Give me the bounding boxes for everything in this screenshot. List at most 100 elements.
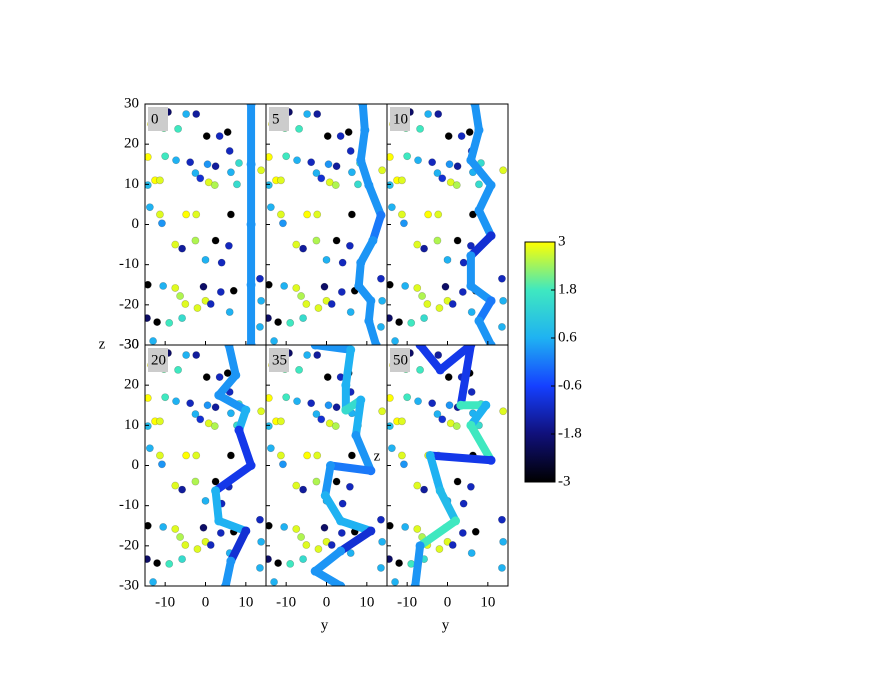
flux-line-segment	[351, 396, 365, 440]
particle	[344, 128, 353, 137]
particle	[206, 300, 215, 308]
particle	[459, 499, 468, 508]
particle	[159, 523, 168, 531]
particle	[313, 210, 322, 219]
particle	[320, 282, 329, 291]
particle	[453, 162, 462, 171]
particle	[354, 180, 362, 189]
flux-line-segment	[214, 516, 250, 535]
x-axis-label: y	[321, 617, 329, 633]
particle	[338, 499, 347, 508]
particle	[277, 417, 285, 426]
particle	[302, 300, 311, 308]
particle	[348, 168, 356, 177]
particle	[171, 525, 180, 533]
particle	[317, 174, 326, 183]
flux-line-segment	[436, 345, 475, 374]
particle	[145, 203, 154, 212]
particle	[378, 537, 387, 546]
particle	[266, 422, 273, 431]
particle	[145, 422, 152, 431]
y-tick-label: 10	[124, 417, 139, 433]
particle	[165, 560, 174, 568]
particle	[204, 419, 213, 428]
particle	[211, 477, 220, 486]
particle	[467, 549, 476, 557]
particle	[171, 481, 180, 490]
particle	[387, 394, 394, 402]
x-tick-label: -10	[397, 594, 417, 610]
particle	[435, 304, 444, 312]
particle	[202, 373, 211, 382]
particle	[403, 393, 412, 402]
particle	[266, 181, 273, 190]
particle	[280, 523, 289, 531]
particle	[181, 541, 190, 549]
particle	[332, 403, 341, 412]
particle	[324, 160, 333, 169]
particle	[156, 417, 164, 426]
particle	[322, 537, 331, 546]
flux-line-segment	[226, 526, 250, 566]
particle	[206, 541, 215, 549]
flux-line-segment	[214, 391, 250, 415]
particle	[446, 178, 455, 187]
flux-line-segment	[341, 345, 355, 390]
flux-line-node	[310, 566, 320, 576]
flux-line-node	[364, 180, 374, 190]
particle	[225, 308, 234, 316]
particle	[153, 318, 161, 327]
particle	[192, 451, 201, 460]
flux-line-node	[341, 405, 351, 415]
particle	[387, 444, 396, 453]
particle	[444, 132, 453, 141]
x-tick-label: 0	[323, 594, 331, 610]
particle	[256, 323, 264, 331]
particle	[172, 156, 180, 165]
particle	[401, 523, 410, 531]
particle	[174, 366, 182, 374]
particle	[178, 485, 187, 494]
particle	[227, 168, 235, 177]
flux-line-node	[466, 345, 476, 350]
particle	[391, 578, 399, 586]
y-tick-label: 30	[124, 336, 139, 352]
particle	[266, 153, 273, 161]
particle	[391, 337, 399, 345]
particle	[266, 444, 275, 453]
y-axis-label: z	[99, 336, 106, 352]
flux-line-node	[415, 345, 425, 350]
y-axis-label: z	[374, 448, 381, 464]
particle	[398, 176, 406, 185]
particle	[420, 314, 429, 322]
particle	[156, 176, 164, 185]
particle	[471, 527, 480, 536]
flux-line-node	[456, 400, 466, 410]
flux-line-segment	[311, 547, 345, 576]
particle	[279, 460, 287, 469]
particle	[312, 477, 321, 486]
flux-line-node	[241, 405, 251, 415]
particle	[387, 521, 394, 530]
particle	[414, 397, 422, 406]
particle	[145, 521, 152, 530]
particle	[274, 318, 282, 327]
particle	[193, 304, 202, 312]
particle	[227, 409, 235, 418]
particle	[277, 451, 285, 460]
flux-line-node	[354, 281, 364, 291]
particle	[434, 351, 443, 359]
particle	[400, 460, 408, 469]
x-tick-label: 0	[444, 594, 452, 610]
flux-line-segment	[474, 206, 496, 240]
flux-line-node	[470, 104, 480, 109]
particle	[338, 258, 347, 267]
particle	[433, 410, 442, 418]
particle	[165, 319, 174, 327]
particle	[149, 578, 157, 586]
particle	[256, 274, 264, 283]
particle	[172, 397, 180, 406]
particle	[181, 300, 190, 308]
panel-label-box	[390, 348, 410, 372]
